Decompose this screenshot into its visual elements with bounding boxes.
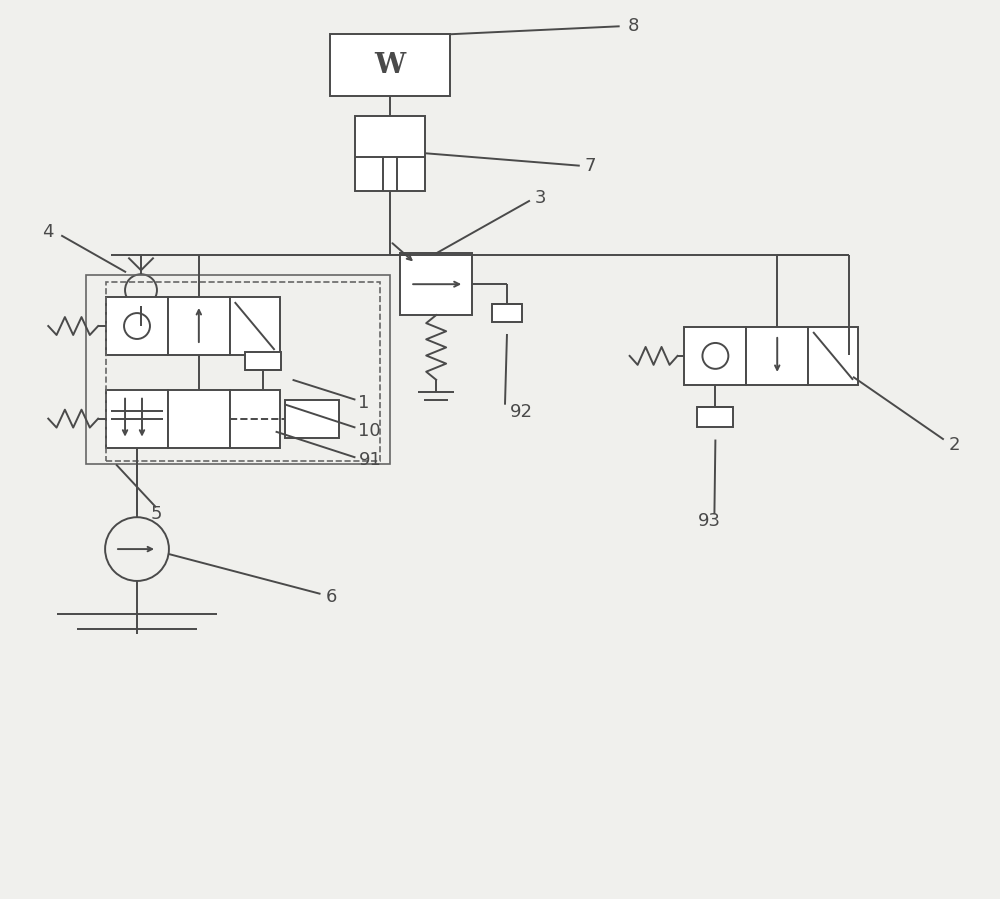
Bar	[245, 352, 281, 369]
Text: 92: 92	[510, 403, 533, 421]
Text: 10: 10	[358, 422, 381, 440]
Bar	[492, 304, 522, 322]
Bar	[684, 327, 746, 385]
Bar	[746, 327, 808, 385]
Bar	[285, 400, 339, 438]
Text: 6: 6	[325, 588, 337, 606]
Bar	[400, 254, 472, 315]
Text: 2: 2	[949, 435, 960, 453]
Bar	[230, 298, 280, 355]
Bar	[106, 390, 168, 448]
Bar	[106, 282, 380, 461]
Text: 4: 4	[42, 224, 53, 242]
Text: 91: 91	[358, 451, 381, 469]
Bar	[86, 275, 390, 465]
Bar	[808, 327, 858, 385]
Bar	[697, 406, 733, 427]
Text: 93: 93	[698, 512, 721, 530]
Text: 8: 8	[628, 17, 639, 35]
Bar	[168, 390, 230, 448]
Bar	[230, 390, 280, 448]
Text: 3: 3	[535, 189, 546, 207]
Text: 7: 7	[585, 156, 596, 174]
Bar	[330, 34, 450, 96]
Bar	[168, 298, 230, 355]
Text: 1: 1	[358, 394, 370, 412]
Text: W: W	[375, 51, 406, 78]
Bar	[106, 298, 168, 355]
Bar	[355, 116, 425, 191]
Text: 5: 5	[151, 505, 162, 523]
